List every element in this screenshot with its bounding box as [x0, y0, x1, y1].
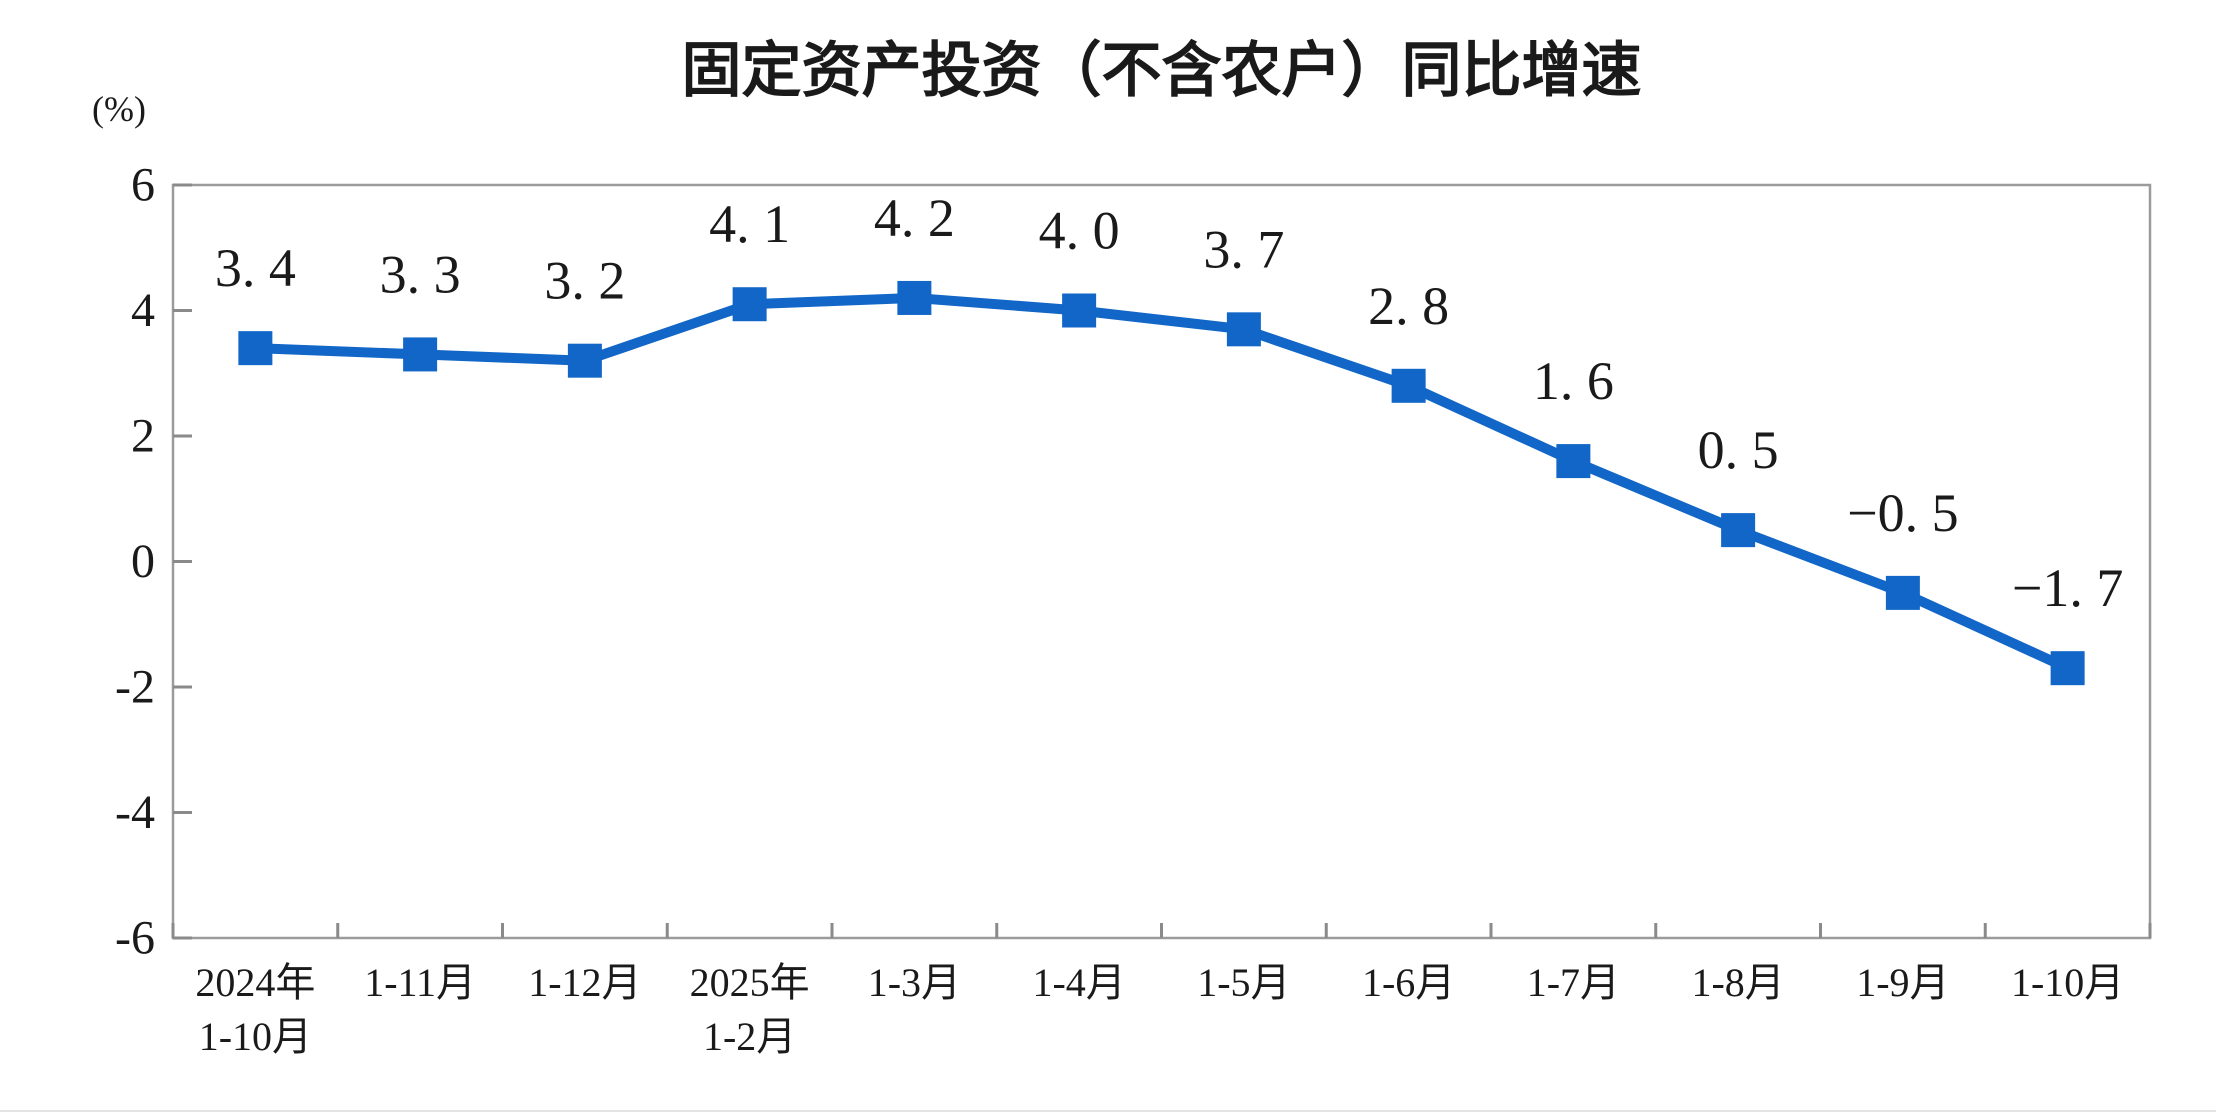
data-point-label: −1. 7: [2012, 558, 2123, 618]
data-point-marker: [1885, 575, 1920, 610]
y-axis-tick-label: 6: [131, 159, 155, 212]
data-point-marker: [1062, 293, 1097, 328]
chart-title: 固定资产投资（不含农户）同比增速: [681, 37, 1642, 104]
data-point-label: 3. 4: [215, 238, 296, 298]
x-axis-category-label: 1-5月: [1197, 960, 1290, 1005]
data-point-marker: [1721, 513, 1756, 548]
y-axis-unit-label: (%): [92, 89, 146, 129]
data-point-label: 3. 2: [544, 251, 625, 311]
x-axis-category-label: 1-10月: [2011, 960, 2124, 1005]
data-point-marker: [1391, 368, 1426, 403]
data-point-marker: [238, 331, 273, 366]
data-point-marker: [403, 337, 438, 372]
x-axis-category-label: 1-8月: [1691, 960, 1784, 1005]
series-line: [255, 292, 2070, 673]
data-point-marker: [1556, 444, 1591, 479]
y-axis-tick-label: 4: [131, 284, 155, 337]
data-point-label: 0. 5: [1698, 420, 1779, 480]
x-axis-category-label: 2025年 1-2月: [690, 960, 810, 1059]
y-axis-tick-label: -6: [115, 912, 155, 965]
plot-area-border: [171, 183, 2152, 940]
data-point-marker: [2050, 651, 2085, 686]
y-axis-tick-label: 0: [131, 535, 155, 588]
y-axis-tick-label: 2: [131, 410, 155, 463]
x-axis-category-label: 1-7月: [1527, 960, 1620, 1005]
data-point-label: 1. 6: [1533, 351, 1614, 411]
data-point-label: 2. 8: [1368, 276, 1449, 336]
data-point-label: 4. 1: [709, 194, 790, 254]
x-axis-category-label: 1-12月: [528, 960, 641, 1005]
data-point-label: 3. 3: [380, 244, 461, 304]
x-axis-category-label: 2024年 1-10月: [195, 960, 315, 1059]
bottom-divider: [0, 1110, 2216, 1112]
x-axis-category-label: 1-11月: [364, 960, 476, 1005]
data-point-marker: [732, 287, 767, 322]
data-point-marker: [897, 280, 932, 315]
y-axis-tick-label: -4: [115, 786, 155, 839]
x-axis-category-label: 1-4月: [1032, 960, 1125, 1005]
data-point-marker: [1226, 312, 1261, 347]
x-axis-category-label: 1-6月: [1362, 960, 1455, 1005]
y-axis-tick-label: -2: [115, 661, 155, 714]
data-point-label: 4. 2: [874, 188, 955, 248]
data-point-label: 3. 7: [1203, 219, 1284, 279]
data-point-marker: [567, 343, 602, 378]
x-axis-category-label: 1-3月: [868, 960, 961, 1005]
x-axis-category-label: 1-9月: [1856, 960, 1949, 1005]
data-point-label: 4. 0: [1039, 201, 1120, 261]
data-point-label: −0. 5: [1847, 483, 1958, 543]
